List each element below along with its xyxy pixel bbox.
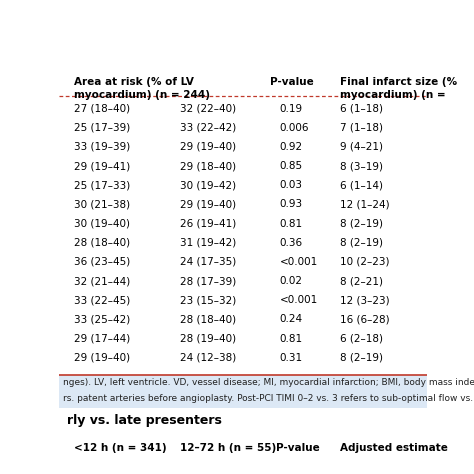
Text: 28 (19–40): 28 (19–40) (181, 334, 237, 344)
Text: 29 (17–44): 29 (17–44) (74, 334, 130, 344)
Text: 30 (19–42): 30 (19–42) (181, 180, 237, 190)
Text: 33 (22–45): 33 (22–45) (74, 295, 130, 305)
Text: 8 (2–19): 8 (2–19) (340, 353, 383, 363)
Text: 26 (19–41): 26 (19–41) (181, 219, 237, 228)
Text: 8 (2–19): 8 (2–19) (340, 219, 383, 228)
Text: <12 h (n = 341): <12 h (n = 341) (74, 443, 166, 454)
Text: 0.31: 0.31 (280, 353, 303, 363)
Text: P-value: P-value (276, 443, 320, 454)
Text: 6 (1–18): 6 (1–18) (340, 104, 383, 114)
Text: 33 (22–42): 33 (22–42) (181, 123, 237, 133)
Text: 23 (15–32): 23 (15–32) (181, 295, 237, 305)
Text: <0.001: <0.001 (280, 295, 318, 305)
Text: 29 (18–40): 29 (18–40) (181, 161, 237, 171)
Text: 29 (19–41): 29 (19–41) (74, 161, 130, 171)
Text: rs. patent arteries before angioplasty. Post-PCI TIMI 0–2 vs. 3 refers to sub-op: rs. patent arteries before angioplasty. … (63, 394, 474, 403)
Text: nges). LV, left ventricle. VD, vessel disease; MI, myocardial infarction; BMI, b: nges). LV, left ventricle. VD, vessel di… (63, 378, 474, 387)
Text: 8 (3–19): 8 (3–19) (340, 161, 383, 171)
Text: 29 (19–40): 29 (19–40) (74, 353, 130, 363)
Text: rly vs. late presenters: rly vs. late presenters (66, 414, 221, 427)
Text: 0.92: 0.92 (280, 142, 303, 152)
Text: 16 (6–28): 16 (6–28) (340, 314, 390, 324)
Text: P-value: P-value (271, 77, 314, 87)
Text: 32 (21–44): 32 (21–44) (74, 276, 130, 286)
Text: 25 (17–39): 25 (17–39) (74, 123, 130, 133)
Text: 0.81: 0.81 (280, 334, 303, 344)
Bar (59, 375, 427, 408)
Text: Area at risk (% of LV
myocardium) (n = 244): Area at risk (% of LV myocardium) (n = 2… (74, 77, 210, 100)
Text: 0.36: 0.36 (280, 238, 303, 248)
Text: 31 (19–42): 31 (19–42) (181, 238, 237, 248)
Text: 28 (18–40): 28 (18–40) (74, 238, 130, 248)
Text: 0.85: 0.85 (280, 161, 303, 171)
Text: 8 (2–19): 8 (2–19) (340, 238, 383, 248)
Text: 25 (17–33): 25 (17–33) (74, 180, 130, 190)
Text: 32 (22–40): 32 (22–40) (181, 104, 237, 114)
Text: 0.93: 0.93 (280, 200, 303, 210)
Text: 10 (2–23): 10 (2–23) (340, 257, 390, 267)
Text: 0.24: 0.24 (280, 314, 303, 324)
Text: 8 (2–21): 8 (2–21) (340, 276, 383, 286)
Bar (59, 410, 427, 466)
Text: 24 (17–35): 24 (17–35) (181, 257, 237, 267)
Text: 30 (19–40): 30 (19–40) (74, 219, 130, 228)
Text: Adjusted estimate: Adjusted estimate (340, 443, 448, 454)
Text: 33 (25–42): 33 (25–42) (74, 314, 130, 324)
Text: Final infarct size (%
myocardium) (n =: Final infarct size (% myocardium) (n = (340, 77, 457, 100)
Text: 28 (17–39): 28 (17–39) (181, 276, 237, 286)
Text: 0.006: 0.006 (280, 123, 309, 133)
Text: 12 (3–23): 12 (3–23) (340, 295, 390, 305)
Text: 0.03: 0.03 (280, 180, 303, 190)
Text: 0.02: 0.02 (280, 276, 303, 286)
Text: 28 (18–40): 28 (18–40) (181, 314, 237, 324)
Text: 33 (19–39): 33 (19–39) (74, 142, 130, 152)
Text: 6 (1–14): 6 (1–14) (340, 180, 383, 190)
Text: 0.19: 0.19 (280, 104, 303, 114)
Text: 29 (19–40): 29 (19–40) (181, 142, 237, 152)
Text: 30 (21–38): 30 (21–38) (74, 200, 130, 210)
Text: 12 (1–24): 12 (1–24) (340, 200, 390, 210)
Text: 6 (2–18): 6 (2–18) (340, 334, 383, 344)
Text: 29 (19–40): 29 (19–40) (181, 200, 237, 210)
Text: 9 (4–21): 9 (4–21) (340, 142, 383, 152)
Text: 36 (23–45): 36 (23–45) (74, 257, 130, 267)
Text: 7 (1–18): 7 (1–18) (340, 123, 383, 133)
Text: 0.81: 0.81 (280, 219, 303, 228)
Text: 27 (18–40): 27 (18–40) (74, 104, 130, 114)
Text: 24 (12–38): 24 (12–38) (181, 353, 237, 363)
Text: 12–72 h (n = 55): 12–72 h (n = 55) (181, 443, 277, 454)
Text: <0.001: <0.001 (280, 257, 318, 267)
